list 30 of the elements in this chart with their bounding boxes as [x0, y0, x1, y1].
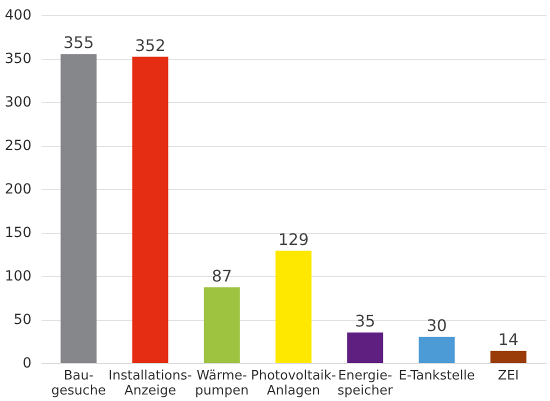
data-label: 352: [134, 36, 166, 55]
x-tick-label: E-Tankstelle: [398, 368, 475, 384]
x-tick-label: Installations- Anzeige: [108, 368, 192, 398]
bar: [418, 336, 455, 363]
y-tick-label: 150: [4, 225, 32, 241]
y-tick-label: 0: [22, 356, 32, 372]
data-label: 14: [498, 330, 519, 349]
data-label: 30: [426, 316, 447, 335]
x-tick-label: Energie- speicher: [337, 368, 394, 398]
data-label: 87: [212, 266, 232, 286]
y-tick-label: 400: [4, 8, 32, 24]
data-label: 35: [354, 312, 376, 331]
data-label: 355: [63, 33, 94, 52]
y-tick-label: 100: [4, 268, 32, 284]
y-tick-label: 300: [4, 94, 32, 110]
data-label: 129: [278, 230, 309, 249]
bar: [490, 350, 526, 363]
x-tick-label: Wärme- pumpen: [195, 368, 249, 398]
bar: [347, 332, 384, 363]
y-tick-label: 200: [4, 182, 32, 198]
x-tick-label: ZEI: [498, 368, 519, 384]
y-tick-label: 350: [4, 51, 32, 67]
y-tick-label: 50: [14, 312, 32, 328]
bar: [132, 56, 168, 363]
y-tick-label: 250: [4, 138, 32, 154]
x-tick-label: Photovoltaik- Anlagen: [250, 368, 336, 398]
x-tick-label: Bau- gesuche: [51, 368, 106, 398]
bar: [60, 54, 97, 363]
bar: [204, 287, 240, 363]
bar: [276, 250, 312, 363]
